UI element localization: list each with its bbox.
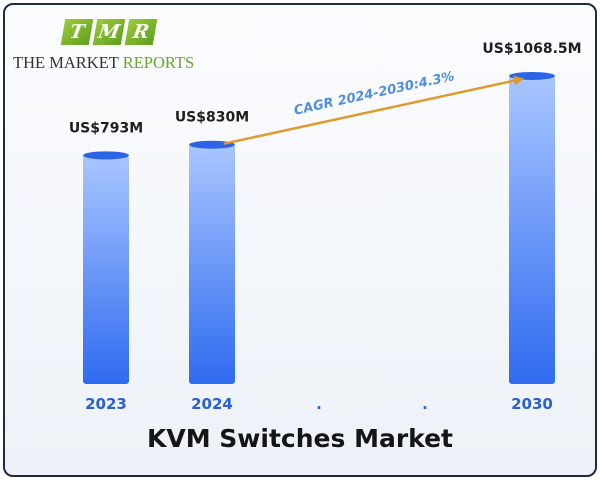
axis-ellipsis-dot: . [316, 395, 322, 413]
bar-2024 [189, 144, 235, 384]
data-label-2030: US$1068.5M [482, 41, 581, 57]
brand-name-main: THE MARKET [13, 53, 123, 72]
bar-cap-2030 [509, 71, 555, 80]
year-label-2024: 2024 [191, 395, 233, 413]
year-label-2030: 2030 [511, 395, 553, 413]
data-label-2023: US$793M [69, 120, 143, 136]
brand-name: THE MARKET REPORTS [13, 53, 194, 73]
brand-name-reports: REPORTS [122, 53, 195, 72]
chart-title: KVM Switches Market [146, 424, 454, 453]
cagr-arrow [223, 75, 524, 145]
bar-cap-2024 [189, 140, 235, 149]
bar-2030 [509, 75, 555, 384]
bar-cap-2023 [83, 151, 129, 160]
axis-ellipsis-dot: . [422, 395, 428, 413]
bar-2023 [83, 155, 129, 384]
brand-logo: T M R THE MARKET REPORTS [13, 19, 194, 75]
year-label-2023: 2023 [85, 395, 127, 413]
data-label-2024: US$830M [175, 110, 249, 126]
